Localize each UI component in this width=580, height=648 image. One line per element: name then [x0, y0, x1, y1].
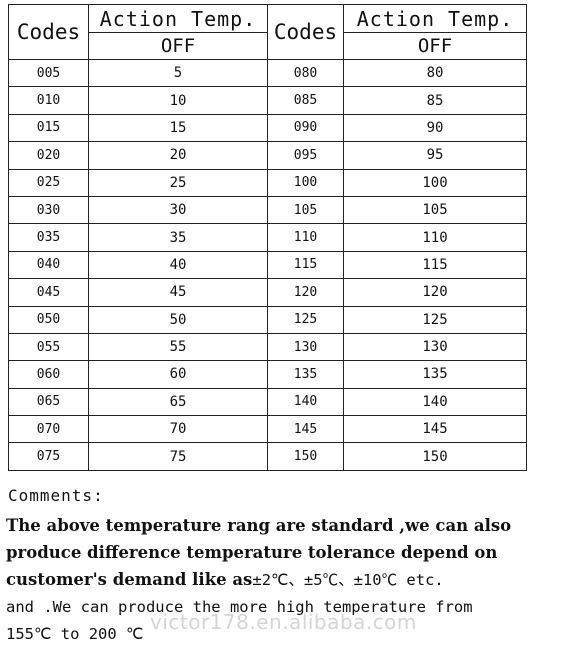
- comment-line-1: The above temperature rang are standard …: [6, 516, 512, 535]
- comment-line-5: 155℃ to 200 ℃: [6, 625, 144, 643]
- temp-cell: 100: [343, 168, 527, 197]
- temp-cell: 70: [88, 415, 268, 444]
- code-cell: 135: [267, 360, 344, 389]
- temp-cell: 60: [88, 360, 268, 389]
- temp-cell: 5: [88, 58, 268, 88]
- code-cell: 145: [267, 415, 344, 444]
- code-cell: 125: [267, 305, 344, 334]
- code-cell: 010: [8, 86, 89, 115]
- off-header-left: OFF: [88, 32, 268, 60]
- temp-cell: 95: [343, 141, 527, 170]
- code-cell: 055: [8, 332, 89, 362]
- temp-cell: 115: [343, 250, 527, 280]
- temp-cell: 85: [343, 86, 527, 115]
- temp-cell: 15: [88, 113, 268, 143]
- code-cell: 030: [8, 195, 89, 225]
- code-cell: 060: [8, 360, 89, 389]
- code-cell: 110: [267, 223, 344, 252]
- code-cell: 120: [267, 278, 344, 307]
- temp-cell: 140: [343, 387, 527, 417]
- table-row: 050 50 125 125: [8, 305, 527, 334]
- temp-cell: 25: [88, 168, 268, 197]
- codes-header-right: Codes: [267, 4, 344, 60]
- code-cell: 035: [8, 223, 89, 252]
- code-cell: 085: [267, 86, 344, 115]
- action-temp-header-left: Action Temp.: [88, 4, 268, 33]
- table-row: 070 70 145 145: [8, 415, 527, 444]
- codes-header-left: Codes: [8, 4, 89, 60]
- code-cell: 115: [267, 250, 344, 280]
- comment-line-3: customer's demand like as±2℃、±5℃、±10℃ et…: [6, 566, 580, 594]
- table-row: 035 35 110 110: [8, 223, 527, 252]
- comment-line-2: produce difference temperature tolerance…: [6, 543, 498, 562]
- action-temp-header-right: Action Temp.: [343, 4, 527, 33]
- table-header-row: Codes Action Temp. Codes Action Temp.: [8, 4, 527, 60]
- code-cell: 100: [267, 168, 344, 197]
- code-cell: 065: [8, 387, 89, 417]
- table-row: 075 75 150 150: [8, 442, 527, 471]
- code-cell: 070: [8, 415, 89, 444]
- code-cell: 045: [8, 278, 89, 307]
- table-row: 040 40 115 115: [8, 250, 527, 280]
- code-cell: 015: [8, 113, 89, 143]
- temp-cell: 120: [343, 278, 527, 307]
- temp-cell: 90: [343, 113, 527, 143]
- code-cell: 150: [267, 442, 344, 471]
- code-cell: 130: [267, 332, 344, 362]
- temp-cell: 145: [343, 415, 527, 444]
- table-row: 065 65 140 140: [8, 387, 527, 417]
- table-row: 015 15 090 90: [8, 113, 527, 143]
- code-cell: 090: [267, 113, 344, 143]
- temp-cell: 135: [343, 360, 527, 389]
- code-cell: 020: [8, 141, 89, 170]
- code-cell: 005: [8, 58, 89, 88]
- temp-cell: 45: [88, 278, 268, 307]
- action-temp-table: Codes Action Temp. Codes Action Temp. OF…: [8, 4, 527, 471]
- off-header-right: OFF: [343, 32, 527, 60]
- temp-cell: 75: [88, 442, 268, 471]
- table-row: 060 60 135 135: [8, 360, 527, 389]
- comments-label: Comments:: [8, 486, 104, 505]
- temp-cell: 110: [343, 223, 527, 252]
- table-row: 010 10 085 85: [8, 86, 527, 115]
- tolerance-values: ±2℃、±5℃、±10℃ etc.: [252, 571, 444, 589]
- table-row: 025 25 100 100: [8, 168, 527, 197]
- code-cell: 050: [8, 305, 89, 334]
- temp-cell: 35: [88, 223, 268, 252]
- temp-cell: 55: [88, 332, 268, 362]
- temp-cell: 50: [88, 305, 268, 334]
- table-row: 055 55 130 130: [8, 332, 527, 362]
- table-row: 020 20 095 95: [8, 141, 527, 170]
- code-cell: 105: [267, 195, 344, 225]
- temp-cell: 125: [343, 305, 527, 334]
- table-row: 030 30 105 105: [8, 195, 527, 225]
- watermark: victor178.en.alibaba.com: [150, 610, 417, 634]
- code-cell: 095: [267, 141, 344, 170]
- temp-cell: 40: [88, 250, 268, 280]
- comment-line-3-bold: customer's demand like as: [6, 570, 253, 589]
- comment-line-4: and .We can produce the more high temper…: [6, 598, 473, 616]
- table-row: 045 45 120 120: [8, 278, 527, 307]
- temp-cell: 20: [88, 141, 268, 170]
- table-row: 005 5 080 80: [8, 58, 527, 88]
- code-cell: 080: [267, 58, 344, 88]
- temp-cell: 65: [88, 387, 268, 417]
- code-cell: 025: [8, 168, 89, 197]
- temp-cell: 150: [343, 442, 527, 471]
- temp-cell: 10: [88, 86, 268, 115]
- table-subheader-row: OFF OFF: [9, 32, 527, 60]
- temp-cell: 130: [343, 332, 527, 362]
- code-cell: 040: [8, 250, 89, 280]
- temp-cell: 105: [343, 195, 527, 225]
- code-cell: 075: [8, 442, 89, 471]
- comments-body: The above temperature rang are standard …: [6, 512, 580, 648]
- temp-cell: 30: [88, 195, 268, 225]
- table-body: 005 5 080 80 010 10 085 85 015 15 090 90 020 20 095 95 0…: [8, 58, 527, 471]
- temp-cell: 80: [343, 58, 527, 88]
- code-cell: 140: [267, 387, 344, 417]
